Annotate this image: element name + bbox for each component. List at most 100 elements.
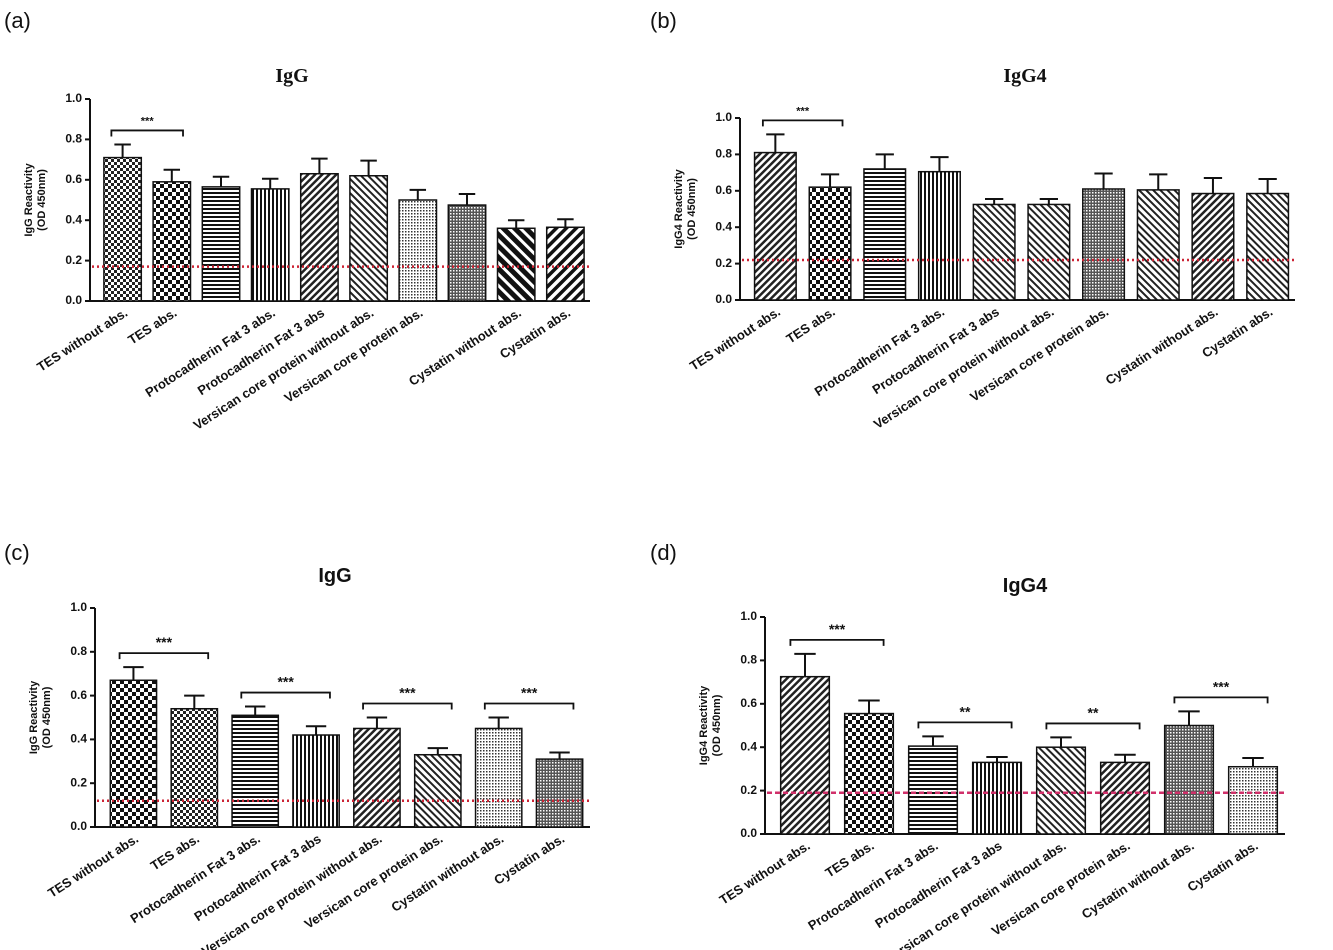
significance-bracket [1173,696,1269,704]
bar [447,204,487,302]
bar [299,172,339,302]
significance-label: *** [521,685,538,701]
error-bar [930,156,949,172]
error-bar [366,716,388,729]
significance-bracket [761,119,844,127]
error-bar [212,175,230,187]
x-tick-label: TES abs. [822,838,876,880]
bar [231,714,280,828]
significance-bracket [483,702,575,710]
x-tick-label: TES without abs. [45,831,141,901]
significance-label: ** [1088,704,1099,720]
y-tick-label: 0.4 [740,739,757,753]
bar [843,712,895,835]
y-tick-label: 0.2 [65,253,82,267]
bar [103,156,143,302]
y-tick-label: 0.8 [65,132,82,146]
significance-label: *** [141,115,155,127]
bar [474,727,523,828]
y-tick-label: 0.0 [70,819,87,833]
bar [971,761,1023,835]
error-bar [858,699,880,714]
x-tick-label: Cystatin without abs. [389,831,507,915]
y-tick-label: 0.4 [65,212,82,226]
y-axis-label: IgG Reactivity [23,162,35,236]
x-tick-label: Cystatin abs. [1185,838,1261,895]
significance-bracket [789,638,885,646]
bar [413,753,462,828]
y-tick-label: 0.8 [740,653,757,667]
error-bar [305,725,327,736]
y-axis-label: IgG4 Reactivity [698,685,710,765]
error-bar [1094,172,1113,189]
error-bar [985,197,1004,205]
error-bar [427,747,448,755]
x-tick-label: Cystatin without abs. [1079,838,1197,922]
y-tick-label: 0.2 [740,783,757,797]
bar [808,186,852,301]
panel-label: (d) [650,540,677,565]
error-bar [986,755,1008,763]
y-tick-label: 0.2 [70,775,87,789]
bar [292,734,340,828]
bar [545,226,585,302]
error-bar [123,666,144,681]
y-tick-label: 0.2 [715,256,732,270]
error-bar [794,652,816,677]
y-tick-label: 0.8 [70,644,87,658]
bar [353,727,401,828]
y-tick-label: 0.4 [715,219,732,233]
significance-label: *** [796,105,810,117]
y-axis-label: IgG Reactivity [28,680,40,754]
bar [109,679,158,828]
y-tick-label: 0.8 [715,147,732,161]
error-bar [1149,173,1168,190]
significance-bracket [917,721,1013,729]
bar [250,188,290,302]
y-axis-label: (OD 450nm) [41,686,53,748]
error-bar [163,168,181,182]
significance-label: *** [399,685,416,701]
significance-label: ** [960,703,971,719]
error-bar [1178,710,1200,726]
x-tick-label: TES without abs. [687,304,783,374]
bar [917,170,961,301]
bar [1099,761,1151,835]
bar [1035,746,1087,835]
y-tick-label: 0.0 [65,293,82,307]
error-bar [409,188,427,200]
y-tick-label: 0.6 [740,696,757,710]
y-tick-label: 0.6 [715,183,732,197]
error-bar [922,735,944,747]
panel-label: (b) [650,8,677,33]
significance-bracket [110,129,184,137]
bar [1191,192,1235,301]
bar [398,199,438,302]
error-bar [557,218,574,228]
bar [1163,724,1215,835]
bar [1136,189,1180,301]
y-axis-label: IgG4 Reactivity [673,168,685,248]
x-tick-label: TES abs. [783,304,837,346]
bar [753,151,797,301]
error-bar [458,192,476,206]
error-bar [360,159,377,176]
y-tick-label: 0.4 [70,732,87,746]
significance-label: *** [829,621,846,637]
bar [1246,192,1290,301]
chart-title: IgG4 [1003,65,1046,87]
bar [152,181,192,302]
chart-title: IgG4 [1003,575,1048,597]
error-bar [245,705,266,716]
significance-bracket [1045,722,1141,730]
y-axis-label: (OD 450nm) [36,169,48,231]
significance-bracket [240,691,331,699]
error-bar [1050,736,1072,748]
y-tick-label: 1.0 [740,609,757,623]
bar [779,675,831,835]
y-tick-label: 1.0 [65,91,82,105]
panel-label: (a) [4,8,31,33]
error-bar [1203,177,1223,194]
y-tick-label: 0.6 [65,172,82,186]
